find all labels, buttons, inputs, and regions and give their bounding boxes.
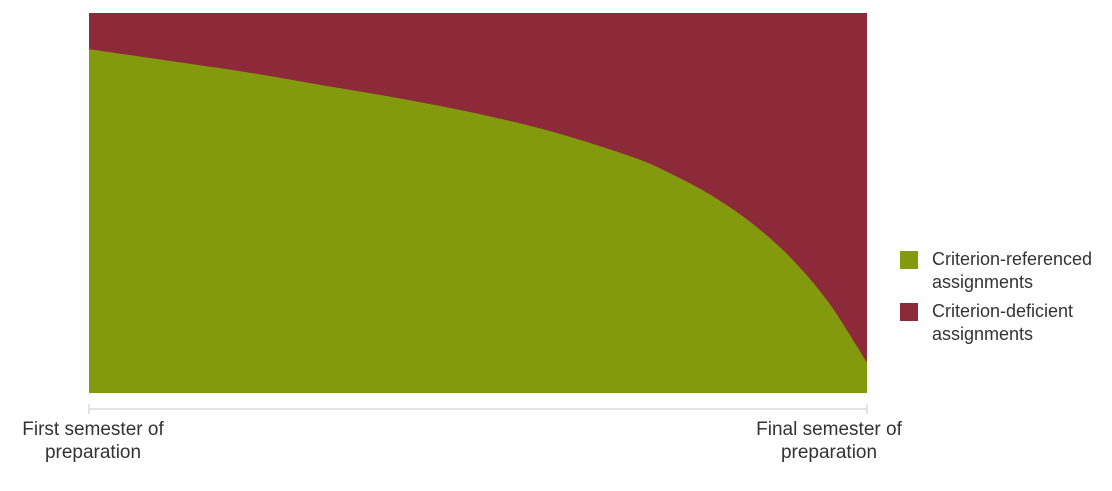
- legend-swatch-criterion-deficient: [900, 303, 918, 321]
- legend-label-criterion-deficient: Criterion-deficient assignments: [932, 301, 1074, 344]
- legend-item-criterion-referenced: Criterion-referenced assignments: [900, 248, 1105, 300]
- x-axis: [88, 404, 868, 414]
- area-criterion-referenced-assignments: [89, 49, 867, 393]
- chart-areas: [89, 13, 867, 393]
- x-tick-label-first: First semester of preparation: [22, 419, 164, 463]
- legend: Criterion-referenced assignments Criteri…: [900, 248, 1105, 352]
- x-tick-label-final: Final semester of preparation: [756, 419, 902, 463]
- legend-label-criterion-referenced: Criterion-referenced assignments: [932, 249, 1093, 292]
- legend-swatch-criterion-referenced: [900, 251, 918, 269]
- legend-item-criterion-deficient: Criterion-deficient assignments: [900, 300, 1105, 352]
